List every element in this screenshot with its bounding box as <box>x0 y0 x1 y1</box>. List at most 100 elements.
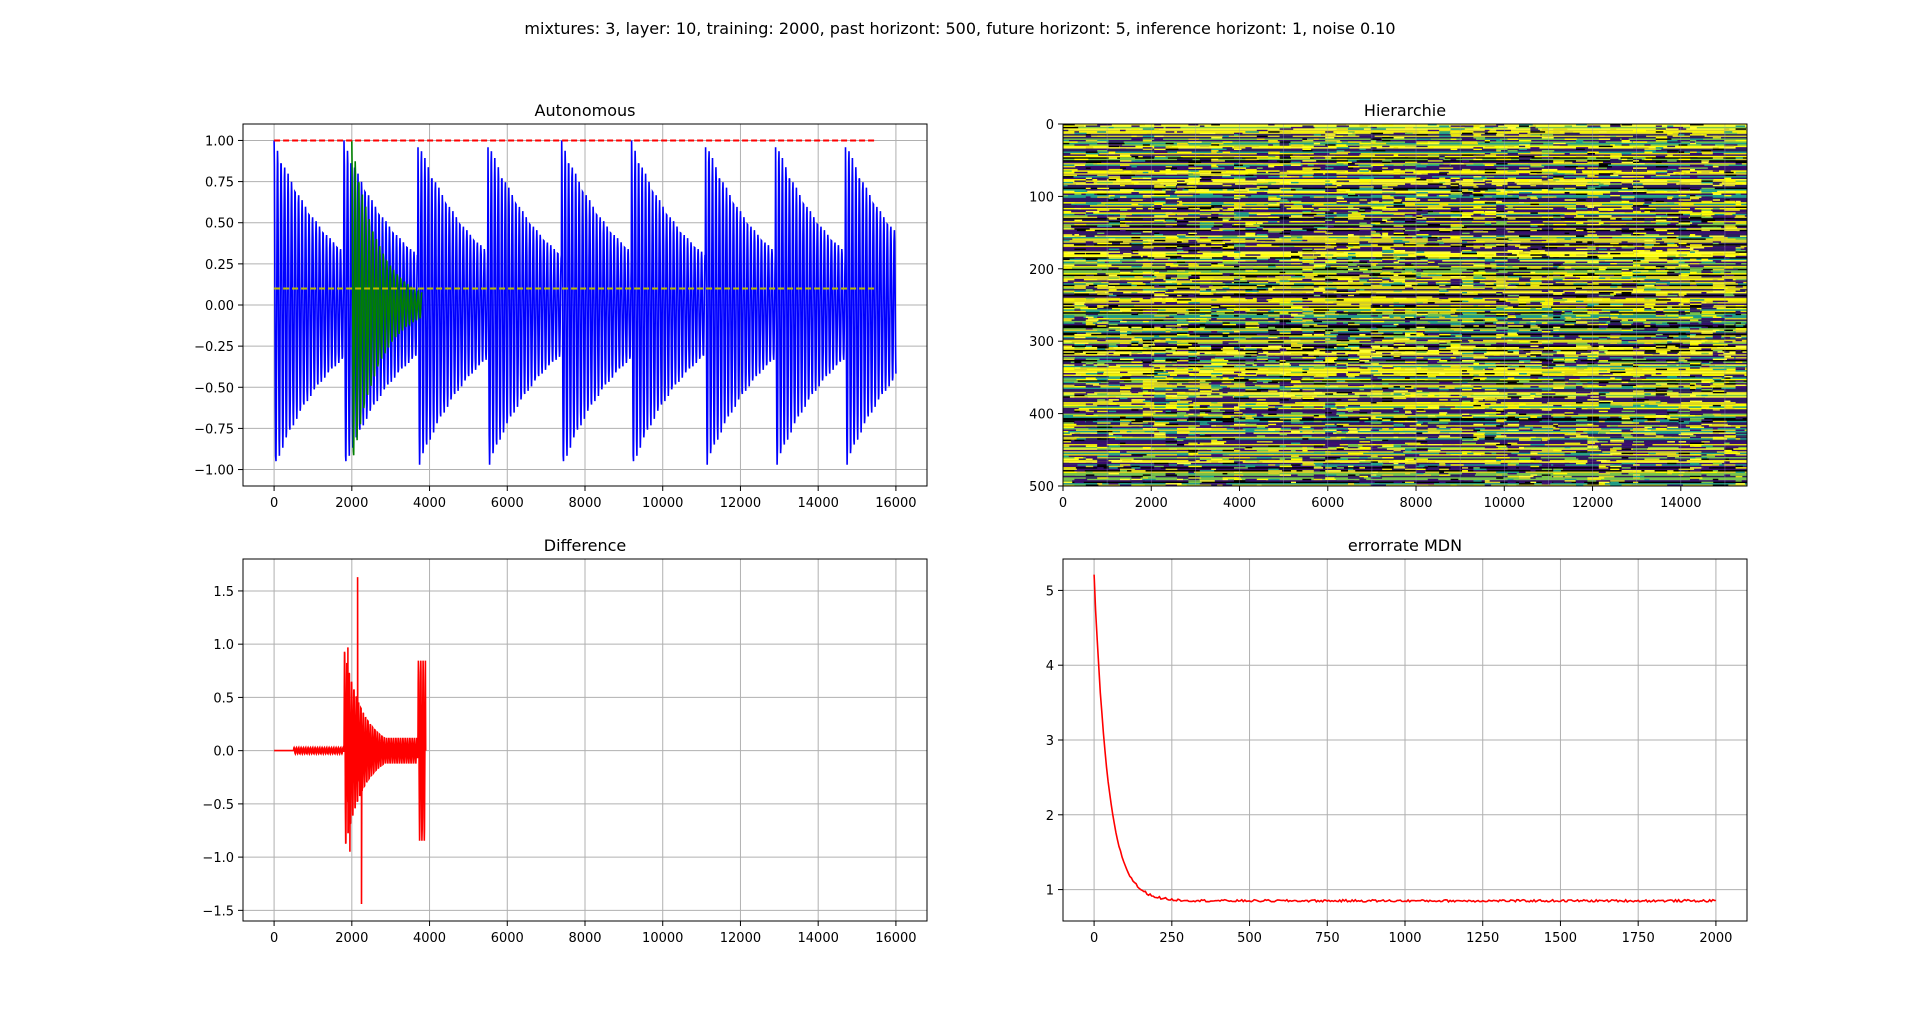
heatmap-cell <box>1131 360 1142 362</box>
heatmap-cell <box>1291 397 1302 400</box>
heatmap-cell <box>1496 300 1506 303</box>
heatmap-cell <box>1063 170 1072 173</box>
heatmap-cell <box>1234 406 1240 409</box>
heatmap-cell <box>1678 189 1690 191</box>
heatmap-cell <box>1154 354 1167 356</box>
heatmap-cell <box>1690 249 1699 252</box>
heatmap-cell <box>1142 342 1153 345</box>
heatmap-cell <box>1530 362 1536 365</box>
heatmap-cell <box>1598 222 1604 225</box>
heatmap-cell <box>1131 268 1142 271</box>
heatmap-cell <box>1576 419 1588 422</box>
heatmap-cell <box>1165 423 1179 426</box>
heatmap-cell <box>1462 271 1474 274</box>
heatmap-cell <box>1450 192 1466 194</box>
heatmap-cell <box>1268 351 1281 354</box>
heatmap-cell <box>1655 368 1667 371</box>
heatmap-cell <box>1188 410 1199 413</box>
heatmap-cell <box>1211 352 1227 355</box>
heatmap-cell <box>1085 358 1100 361</box>
heatmap-cell <box>1245 158 1259 161</box>
heatmap-cell <box>1234 377 1245 380</box>
heatmap-row <box>1063 165 1747 168</box>
heatmap-cell <box>1507 294 1521 297</box>
heatmap-cell <box>1405 426 1419 429</box>
heatmap-cell <box>1564 303 1570 306</box>
heatmap-cell <box>1667 141 1682 144</box>
heatmap-cell <box>1120 218 1125 220</box>
heatmap-cell <box>1519 167 1530 170</box>
heatmap-cell <box>1427 260 1443 262</box>
heatmap-cell <box>1678 394 1690 397</box>
heatmap-cell <box>1633 150 1648 152</box>
heatmap-cell <box>1313 145 1328 148</box>
heatmap-cell <box>1690 297 1700 300</box>
heatmap-cell <box>1063 203 1072 206</box>
heatmap-cell <box>1701 306 1714 309</box>
heatmap-cell <box>1473 305 1479 307</box>
heatmap-cell <box>1496 318 1506 320</box>
heatmap-cell <box>1074 322 1083 325</box>
heatmap-cell <box>1507 168 1515 171</box>
heatmap-cell <box>1131 181 1139 184</box>
heatmap-cell <box>1712 332 1719 335</box>
heatmap-cell <box>1393 432 1400 435</box>
heatmap-cell <box>1427 425 1437 427</box>
heatmap-cell <box>1416 373 1427 375</box>
heatmap-cell <box>1085 135 1092 138</box>
heatmap-cell <box>1085 290 1095 293</box>
heatmap-cell <box>1177 157 1183 160</box>
heatmap-cell <box>1735 402 1747 404</box>
heatmap-cell <box>1427 261 1435 264</box>
heatmap-cell <box>1678 352 1691 355</box>
heatmap-cell <box>1541 236 1557 239</box>
heatmap-cell <box>1507 241 1521 244</box>
heatmap-cell <box>1450 226 1467 229</box>
heatmap-cell <box>1633 407 1648 410</box>
heatmap-cell <box>1473 387 1482 390</box>
heatmap-cell <box>1519 413 1527 416</box>
heatmap-cell <box>1507 286 1518 288</box>
heatmap-cell <box>1462 394 1471 397</box>
heatmap-cell <box>1325 299 1341 301</box>
heatmap-cell <box>1268 299 1278 301</box>
heatmap-cell <box>1279 357 1295 359</box>
heatmap-cell <box>1610 310 1619 313</box>
heatmap-cell <box>1484 254 1494 257</box>
heatmap-cell <box>1519 125 1529 128</box>
heatmap-cell <box>1131 426 1140 429</box>
heatmap-cell <box>1393 274 1399 277</box>
heatmap-cell <box>1177 283 1182 286</box>
heatmap-cell <box>1450 125 1466 128</box>
heatmap-cell <box>1553 273 1565 275</box>
heatmap-cell <box>1382 209 1398 212</box>
heatmap-cell <box>1541 371 1558 374</box>
heatmap-cell <box>1302 255 1318 258</box>
heatmap-cell <box>1473 277 1486 280</box>
heatmap-cell <box>1462 244 1478 246</box>
heatmap-cell <box>1211 205 1223 207</box>
heatmap-row <box>1063 247 1747 249</box>
heatmap-cell <box>1177 293 1193 296</box>
heatmap-cell <box>1667 352 1678 355</box>
heatmap-cell <box>1416 387 1428 390</box>
heatmap-cell <box>1165 331 1171 333</box>
heatmap-cell <box>1690 154 1704 157</box>
heatmap-cell <box>1496 267 1505 270</box>
heatmap-cell <box>1393 261 1399 264</box>
heatmap-cell <box>1313 420 1322 423</box>
heatmap-cell <box>1279 384 1294 387</box>
heatmap-cell <box>1496 276 1505 278</box>
heatmap-cell <box>1222 225 1233 228</box>
heatmap-cell <box>1553 396 1568 398</box>
heatmap-cell <box>1519 267 1527 270</box>
heatmap-cell <box>1291 300 1307 303</box>
heatmap-cell <box>1587 241 1594 244</box>
heatmap-cell <box>1530 271 1536 274</box>
heatmap-cell <box>1519 148 1527 151</box>
heatmap-cell <box>1256 167 1263 170</box>
heatmap-cell <box>1507 383 1524 385</box>
heatmap-cell <box>1154 148 1169 151</box>
heatmap-cell <box>1131 375 1144 378</box>
